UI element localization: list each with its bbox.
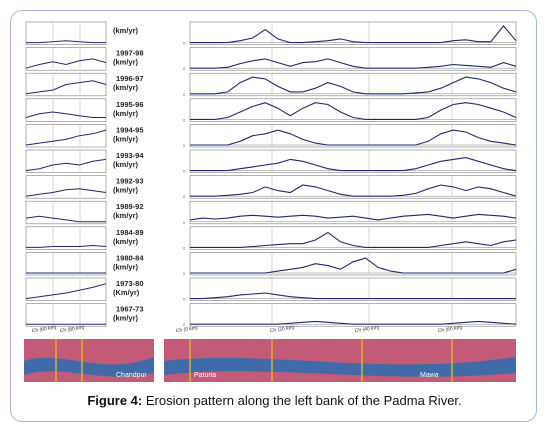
right-series-line xyxy=(190,76,517,95)
y-tick-label: 0 xyxy=(183,143,186,148)
y-tick-label: 0 xyxy=(183,169,186,174)
period-label: 1996-97 (km/yr) xyxy=(113,74,144,92)
period-label: (km/yr) xyxy=(113,26,139,35)
right-map-river xyxy=(164,357,516,377)
right-series-line xyxy=(190,102,517,120)
right-series-line xyxy=(190,320,517,325)
left-series-line xyxy=(25,215,106,223)
left-panel-frame xyxy=(25,47,107,71)
left-series-line xyxy=(26,244,107,248)
y-tick-label: 0 xyxy=(183,41,186,46)
period-label: 1994-95 (km/yr) xyxy=(113,125,144,143)
left-panel-frame xyxy=(25,175,107,199)
left-panel-frame xyxy=(25,303,107,327)
right-panel-frame xyxy=(189,252,517,276)
right-panel-frame xyxy=(189,277,517,301)
left-panel-frame xyxy=(25,252,107,276)
right-series-line xyxy=(190,129,517,146)
right-panel-frame xyxy=(189,98,517,122)
left-panel-frame xyxy=(25,200,107,225)
right-panel-frame xyxy=(189,200,517,225)
left-panel-frame xyxy=(25,149,107,173)
y-tick-label: 0 xyxy=(183,271,186,276)
period-label: 1973-80 (Km/yr) xyxy=(113,279,144,297)
left-series-line xyxy=(25,188,107,197)
right-series-line xyxy=(190,157,517,172)
right-series-line xyxy=(189,213,517,221)
right-panel-frame xyxy=(189,124,517,148)
right-panel-frame xyxy=(189,21,517,45)
left-series-line xyxy=(25,58,107,69)
right-axis-tick: Ch (0 km) xyxy=(175,325,198,334)
right-series-line xyxy=(190,231,517,248)
y-tick-label: 0 xyxy=(183,322,186,327)
left-axis-tick: Ch (80 km) xyxy=(59,325,85,334)
right-series-line xyxy=(190,292,516,300)
y-tick-label: 0 xyxy=(183,220,186,225)
left-series-line xyxy=(25,80,107,95)
caption-text: Erosion pattern along the left bank of t… xyxy=(142,393,462,408)
y-tick-label: 0 xyxy=(183,194,186,199)
right-axis-tick: Ch (60 km) xyxy=(437,325,463,334)
period-label: 1967-73 (km/yr) xyxy=(113,305,144,323)
period-label: 1984-89 (km/yr) xyxy=(113,228,144,246)
y-tick-label: 0 xyxy=(183,245,186,250)
left-panel-frame xyxy=(25,226,107,250)
period-label: 1995-96 (km/yr) xyxy=(113,100,144,118)
y-tick-label: 0 xyxy=(183,117,186,122)
y-tick-label: 0 xyxy=(183,66,186,71)
period-label: 1993-94 (km/yr) xyxy=(113,151,144,169)
right-series-line xyxy=(190,257,517,274)
right-axis-tick: Ch (20 km) xyxy=(269,325,295,334)
right-panel-frame xyxy=(189,175,517,199)
right-series-line xyxy=(190,58,517,69)
left-series-line xyxy=(25,111,106,118)
left-panel-frame xyxy=(25,277,107,301)
left-series-line xyxy=(25,158,107,172)
caption-label: Figure 4: xyxy=(87,393,143,408)
left-series-line xyxy=(25,283,107,300)
left-series-line xyxy=(26,40,106,44)
left-panel-frame xyxy=(25,21,107,45)
period-label: 1997-98 (km/yr) xyxy=(113,49,144,67)
right-panel-frame xyxy=(189,303,517,327)
map-label: Mawa xyxy=(420,372,439,379)
left-series-line xyxy=(25,129,107,146)
left-axis-tick: Ch (60 km) xyxy=(31,325,57,334)
period-label: 1992-93 (km/yr) xyxy=(113,177,144,195)
right-panel-frame xyxy=(189,226,517,250)
left-panel-frame xyxy=(25,124,107,148)
right-panel-frame xyxy=(189,149,517,173)
left-panel-frame xyxy=(25,98,107,122)
y-tick-label: 0 xyxy=(183,297,186,302)
figure-caption: Figure 4: Erosion pattern along the left… xyxy=(0,393,549,408)
right-series-line xyxy=(190,184,517,197)
right-series-line xyxy=(190,25,517,44)
map-label: Paturia xyxy=(194,372,216,379)
y-tick-label: 0 xyxy=(183,92,186,97)
right-axis-tick: Ch (40 km) xyxy=(354,325,380,334)
period-label: 1980-84 (km/yr) xyxy=(113,253,144,271)
right-panel-frame xyxy=(189,72,517,97)
map-label: Chandpur xyxy=(116,372,147,379)
right-panel-frame xyxy=(189,47,517,71)
period-label: 1989-92 (km/yr) xyxy=(113,202,144,220)
